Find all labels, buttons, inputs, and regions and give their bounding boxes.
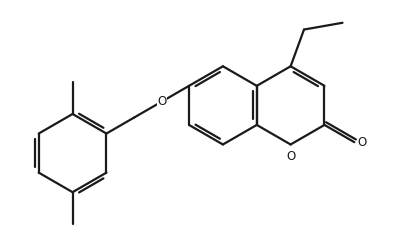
Text: O: O	[357, 136, 367, 149]
Text: O: O	[286, 149, 296, 163]
Text: O: O	[157, 95, 167, 108]
